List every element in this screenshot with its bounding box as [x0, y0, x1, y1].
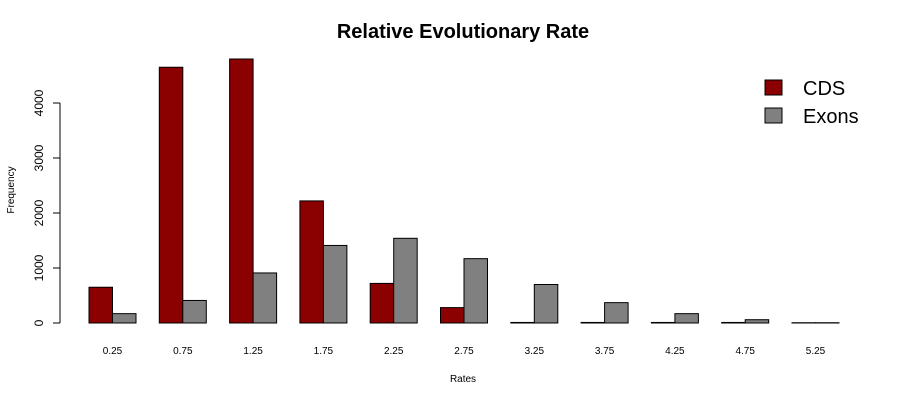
bar-cds-1.75 — [299, 200, 324, 324]
x-tick-label: 3.75 — [595, 346, 615, 357]
chart-title: Relative Evolutionary Rate — [337, 21, 589, 43]
y-axis-label: Frequency — [6, 166, 17, 213]
bar-exons-4.75 — [744, 319, 770, 324]
x-tick-label: 4.25 — [665, 346, 685, 357]
bar-exons-0.25 — [112, 313, 137, 324]
x-tick-label: 4.75 — [735, 346, 755, 357]
bar-exons-0.75 — [182, 299, 207, 324]
bar-cds-0.25 — [88, 286, 113, 324]
bar-cds-3.75 — [580, 321, 606, 324]
legend-label-cds: CDS — [803, 78, 845, 100]
legend-label-exons: Exons — [803, 106, 859, 128]
bar-exons-1.25 — [252, 272, 278, 324]
x-tick-label: 2.25 — [384, 346, 404, 357]
x-tick-label: 5.25 — [806, 346, 826, 357]
legend-swatch-cds — [764, 79, 783, 96]
y-tick-label: 4000 — [32, 89, 46, 116]
legend: CDS Exons — [764, 78, 859, 128]
bar-cds-2.25 — [369, 282, 395, 324]
bar-exons-2.25 — [393, 237, 418, 324]
x-tick-labels: 0.25 0.75 1.25 1.75 2.25 2.75 3.25 3.75 4.25 4.75… — [103, 346, 826, 357]
x-tick-label: 0.25 — [103, 346, 123, 357]
x-tick-label: 3.25 — [525, 346, 545, 357]
x-tick-label: 1.75 — [314, 346, 334, 357]
y-tick-label: 2000 — [32, 199, 46, 226]
bars — [88, 58, 840, 324]
y-tick-label: 3000 — [32, 144, 46, 171]
bar-cds-4.75 — [721, 321, 746, 324]
bar-cds-4.25 — [650, 321, 676, 324]
bar-cds-3.25 — [510, 321, 535, 324]
bar-exons-1.75 — [322, 244, 348, 324]
bar-cds-1.25 — [229, 58, 254, 324]
bar-cds-2.75 — [440, 307, 465, 324]
y-tick-label: 1000 — [32, 254, 46, 281]
legend-swatch-exons — [764, 107, 783, 124]
bar-exons-4.25 — [674, 313, 699, 324]
y-tick-label: 0 — [32, 319, 46, 326]
x-axis-label: Rates — [450, 374, 476, 385]
bar-exons-3.25 — [533, 284, 559, 324]
x-tick-label: 0.75 — [173, 346, 193, 357]
bar-exons-2.75 — [463, 258, 488, 324]
y-axis: 0 1000 2000 3000 4000 — [32, 89, 61, 326]
bar-exons-3.75 — [604, 302, 629, 324]
x-tick-label: 1.25 — [243, 346, 263, 357]
x-tick-label: 2.75 — [454, 346, 474, 357]
bar-cds-0.75 — [158, 66, 184, 324]
